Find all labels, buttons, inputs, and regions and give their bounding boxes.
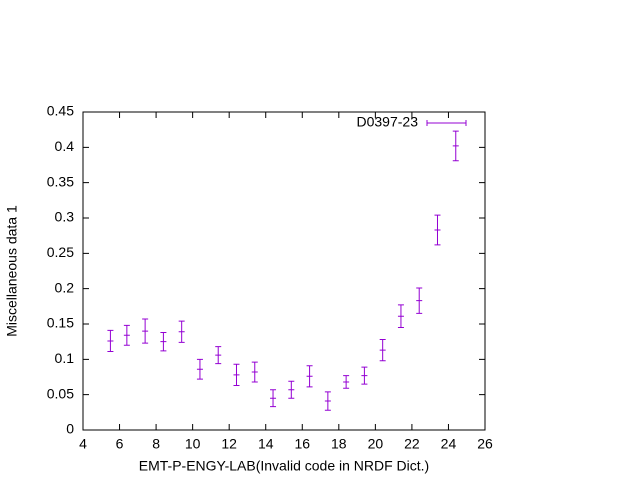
error-bar xyxy=(379,339,386,362)
x-tick-label: 20 xyxy=(368,436,384,452)
error-bar xyxy=(397,304,404,329)
x-tick-label: 6 xyxy=(116,436,124,452)
y-tick-label: 0.2 xyxy=(55,279,75,295)
error-bar xyxy=(142,318,149,344)
x-tick-label: 26 xyxy=(477,436,493,452)
y-tick-label: 0.3 xyxy=(55,209,75,225)
y-tick-label: 0 xyxy=(66,421,74,437)
error-bar xyxy=(306,365,313,388)
x-tick-label: 24 xyxy=(441,436,457,452)
x-tick-label: 18 xyxy=(331,436,347,452)
error-bar xyxy=(107,329,114,353)
error-bar xyxy=(215,346,222,365)
plot-frame xyxy=(82,111,486,431)
x-tick-label: 12 xyxy=(221,436,237,452)
y-tick-label: 0.05 xyxy=(47,385,74,401)
error-bar xyxy=(196,358,203,380)
error-bar xyxy=(270,389,277,408)
error-bar xyxy=(233,363,240,386)
y-tick-label: 0.45 xyxy=(47,103,74,119)
y-tick-label: 0.15 xyxy=(47,315,74,331)
error-bar xyxy=(416,287,423,314)
x-tick-label: 14 xyxy=(258,436,274,452)
error-bar xyxy=(343,375,350,389)
error-bar xyxy=(160,331,167,352)
error-bar xyxy=(324,391,331,411)
legend-sample xyxy=(426,120,467,126)
y-tick-label: 0.25 xyxy=(47,244,74,260)
y-axis-label: Miscellaneous data 1 xyxy=(4,205,20,337)
error-bar xyxy=(288,380,295,399)
legend-label: D0397-23 xyxy=(357,114,419,130)
x-tick-label: 22 xyxy=(404,436,420,452)
error-bar xyxy=(434,214,441,246)
y-tick-label: 0.35 xyxy=(47,173,74,189)
error-bar xyxy=(361,366,368,385)
x-axis-label: EMT-P-ENGY-LAB(Invalid code in NRDF Dict… xyxy=(139,458,429,474)
error-bar xyxy=(178,320,185,343)
error-bar xyxy=(123,324,130,346)
x-tick-label: 16 xyxy=(294,436,310,452)
y-tick-label: 0.4 xyxy=(55,138,75,154)
x-tick-label: 8 xyxy=(152,436,160,452)
y-tick-label: 0.1 xyxy=(55,350,75,366)
x-tick-label: 10 xyxy=(185,436,201,452)
x-tick-label: 4 xyxy=(79,436,87,452)
error-bar xyxy=(452,130,459,162)
error-bar xyxy=(251,361,258,383)
